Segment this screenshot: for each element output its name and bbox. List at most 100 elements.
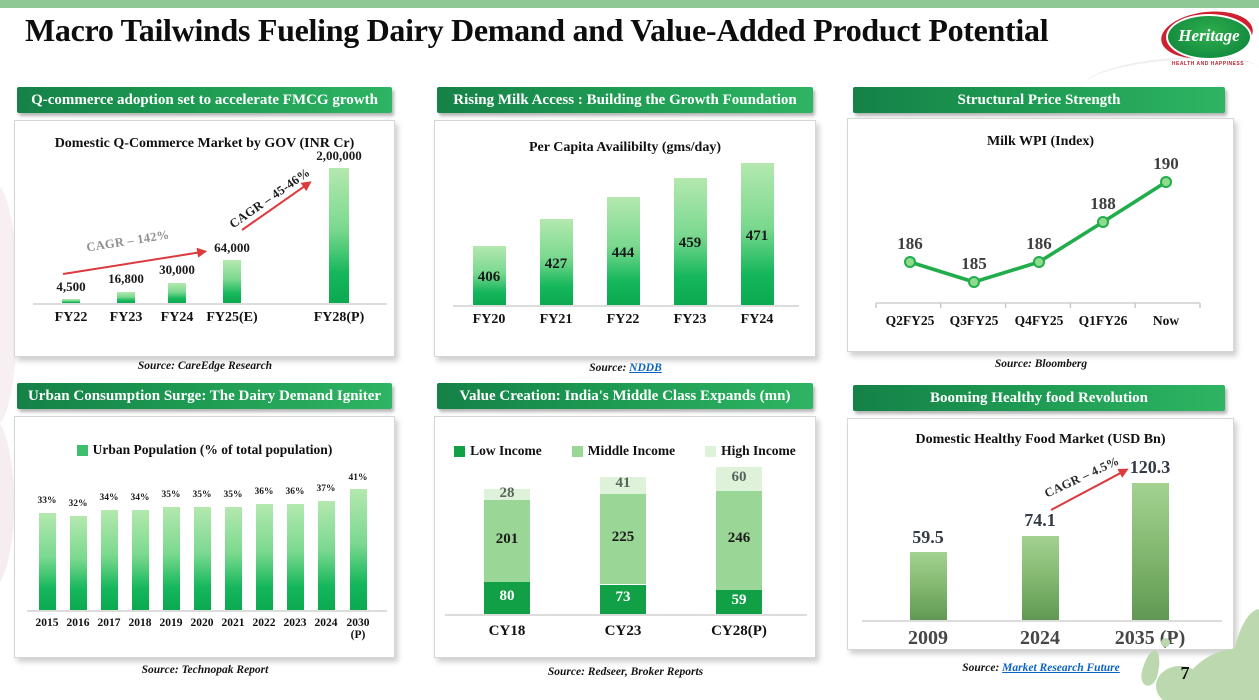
decor-splash-green: [1161, 638, 1170, 647]
bar: [909, 552, 947, 620]
chart-title: Milk WPI (Index): [986, 134, 1095, 149]
x-axis-label: FY28(P): [313, 310, 365, 325]
panel-price-strength: Structural Price Strength Milk WPI (Inde…: [847, 87, 1235, 387]
segment-value-label: 28: [499, 484, 515, 501]
stack-segment: [484, 581, 530, 614]
point-value-label: 185: [961, 254, 987, 273]
x-axis-label: FY25(E): [206, 310, 258, 325]
legend-item: Middle Income: [571, 443, 676, 459]
x-axis-label: CY18: [488, 623, 526, 639]
panel-middle-class: Value Creation: India's Middle Class Exp…: [434, 383, 817, 688]
x-axis-label: 2024: [314, 617, 338, 629]
chart-card: Domestic Healthy Food Market (USD Bn) 59…: [847, 418, 1234, 650]
source-note: Source: Market Research Future: [847, 662, 1235, 674]
legend-swatch: [454, 445, 466, 457]
segment-value-label: 73: [615, 589, 631, 606]
decor-blob-pink: [0, 418, 14, 588]
bar: [100, 509, 118, 610]
x-axis-label: 2030 (P): [346, 617, 370, 641]
bar: [740, 162, 774, 305]
bar-value-label: 34%: [99, 493, 119, 504]
x-axis-label: FY23: [109, 310, 143, 325]
panel-urban-consumption: Urban Consumption Surge: The Dairy Deman…: [14, 383, 396, 688]
segment-value-label: 80: [499, 587, 515, 604]
x-axis-label: Q1FY26: [1078, 313, 1128, 328]
point-value-label: 190: [1153, 154, 1179, 173]
panel-header: Rising Milk Access : Building the Growth…: [437, 87, 813, 113]
bar-value-label: 37%: [316, 484, 336, 495]
bar: [329, 168, 349, 303]
legend-swatch: [705, 445, 717, 457]
bar: [193, 506, 211, 610]
source-label: Source:: [141, 664, 179, 676]
source-text: Bloomberg: [1034, 358, 1088, 370]
page-title: Macro Tailwinds Fueling Dairy Demand and…: [25, 12, 1049, 48]
bar-value-label: 30,000: [159, 262, 195, 278]
source-note: Source: CareEdge Research: [14, 360, 396, 372]
panel-header: Urban Consumption Surge: The Dairy Deman…: [17, 383, 392, 409]
bar-value-label: 41%: [348, 472, 368, 483]
chart-card: Milk WPI (Index) 186 Q2FY25 185 Q3FY25 186 Q4…: [847, 118, 1234, 352]
bar: [317, 500, 335, 610]
source-note: Source: NDDB: [434, 362, 817, 374]
chart-title: Domestic Healthy Food Market (USD Bn): [915, 432, 1166, 447]
bar-value-label: 59.5: [912, 526, 944, 547]
segment-value-label: 41: [615, 475, 631, 492]
source-text: Technopak Report: [181, 664, 269, 676]
bar-value-label: 74.1: [1024, 509, 1056, 530]
qcommerce-bar-chart: 4,500 FY22 16,800 FY23 30,000 FY24 64,000 FY25(…: [15, 121, 394, 356]
source-text: CareEdge Research: [177, 360, 273, 372]
source-link[interactable]: Market Research Future: [1002, 662, 1120, 674]
bar: [38, 512, 56, 610]
bar-value-label: 444: [611, 244, 635, 261]
top-accent-strip: [0, 0, 1259, 8]
bar-value-label: 35%: [192, 490, 212, 501]
bar-value-label: 120.3: [1129, 457, 1171, 478]
stack-segment: [484, 489, 530, 501]
point-value-label: 188: [1090, 194, 1116, 213]
heritage-logo: Heritage HEALTH AND HAPPINESS: [1158, 5, 1256, 71]
x-axis-label: 2022: [252, 617, 276, 629]
source-link[interactable]: NDDB: [629, 362, 662, 374]
x-axis-label: FY23: [673, 312, 707, 327]
panel-header: Structural Price Strength: [853, 87, 1225, 113]
middle-class-stacked-chart: 80 201 28 CY18 73 225 41 CY23 59 246 60 CY28(P): [435, 417, 815, 657]
bar: [606, 197, 640, 305]
chart-card: Low Income Middle Income High Income 80 2…: [434, 416, 816, 658]
legend-item: Urban Population (% of total population): [76, 442, 333, 458]
segment-value-label: 246: [727, 530, 751, 547]
legend-item: High Income: [705, 443, 796, 459]
chart-title: Per Capita Availibilty (gms/day): [529, 140, 721, 155]
source-label: Source:: [137, 360, 175, 372]
segment-value-label: 225: [611, 529, 635, 546]
bar: [255, 503, 273, 610]
bar: [168, 282, 186, 303]
bar-value-label: 4,500: [56, 278, 86, 294]
bar: [223, 259, 241, 303]
logo-tagline: HEALTH AND HAPPINESS: [1171, 61, 1245, 67]
bar: [1021, 535, 1059, 620]
stack-segment: [716, 590, 762, 614]
source-note: Source: Technopak Report: [14, 664, 396, 676]
stack-segment: [600, 477, 646, 494]
bar: [349, 489, 367, 610]
x-axis-label: 2015: [35, 617, 59, 629]
stack-segment: [600, 584, 646, 614]
x-axis-label: 2016: [66, 617, 90, 629]
legend-label: Urban Population (% of total population): [92, 442, 333, 457]
chart-legend: Low Income Middle Income High Income: [435, 443, 815, 459]
bar-value-label: 35%: [161, 490, 181, 501]
legend-swatch: [76, 444, 88, 456]
bar-value-label: 36%: [285, 487, 305, 498]
source-text: Redseer, Broker Reports: [587, 666, 704, 678]
bar: [131, 509, 149, 610]
bar: [162, 506, 180, 610]
legend-label: Middle Income: [587, 443, 676, 458]
healthy-food-bar-chart: 59.5 2009 74.1 2024 120.3 2035 (P): [848, 419, 1233, 649]
bar: [1131, 483, 1169, 620]
source-label: Source:: [547, 666, 585, 678]
x-axis-label: FY22: [54, 310, 88, 325]
decor-blob-pink: [0, 185, 18, 425]
x-axis-label: Q3FY25: [949, 313, 999, 328]
